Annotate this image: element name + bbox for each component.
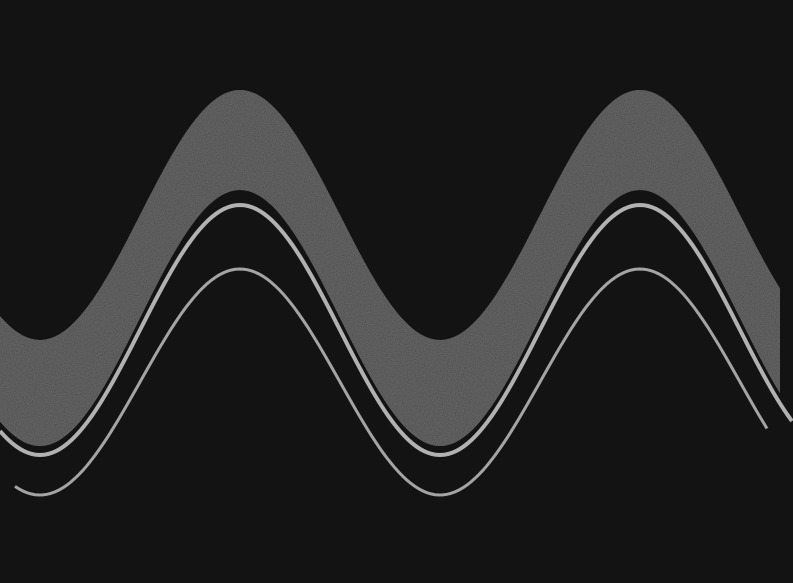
oscilloscope-photo	[0, 0, 793, 583]
film-grain	[0, 0, 793, 583]
page: (() => { const wave = (mid, amp, x) => m…	[0, 0, 793, 583]
